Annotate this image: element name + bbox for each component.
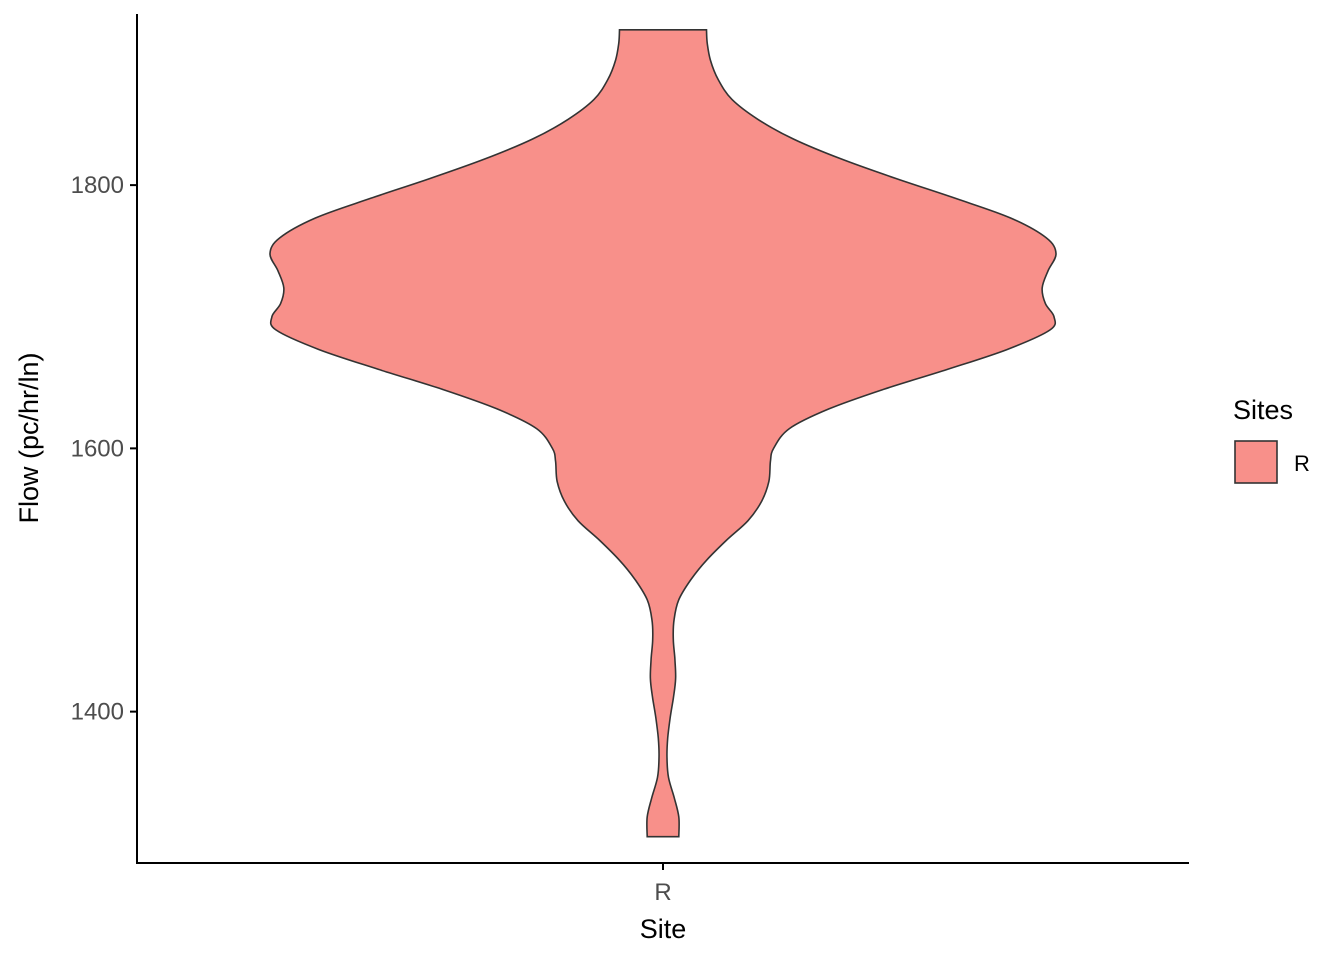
x-tick-label: R — [654, 879, 671, 906]
y-tick-label: 1600 — [71, 435, 124, 462]
legend-title: Sites — [1233, 395, 1293, 425]
legend-key-r — [1234, 440, 1278, 484]
x-axis-ticks: R — [654, 863, 672, 906]
y-axis-title: Flow (pc/hr/ln) — [14, 352, 44, 523]
x-axis-title: Site — [640, 914, 687, 944]
y-tick-label: 1400 — [71, 699, 124, 726]
violin-r — [269, 29, 1057, 838]
legend-label-r: R — [1294, 451, 1310, 476]
violin-layer — [269, 29, 1057, 838]
y-axis-ticks: 1400 1600 1800 — [71, 172, 137, 726]
y-tick-label: 1800 — [71, 172, 124, 199]
legend: Sites R — [1233, 395, 1310, 484]
